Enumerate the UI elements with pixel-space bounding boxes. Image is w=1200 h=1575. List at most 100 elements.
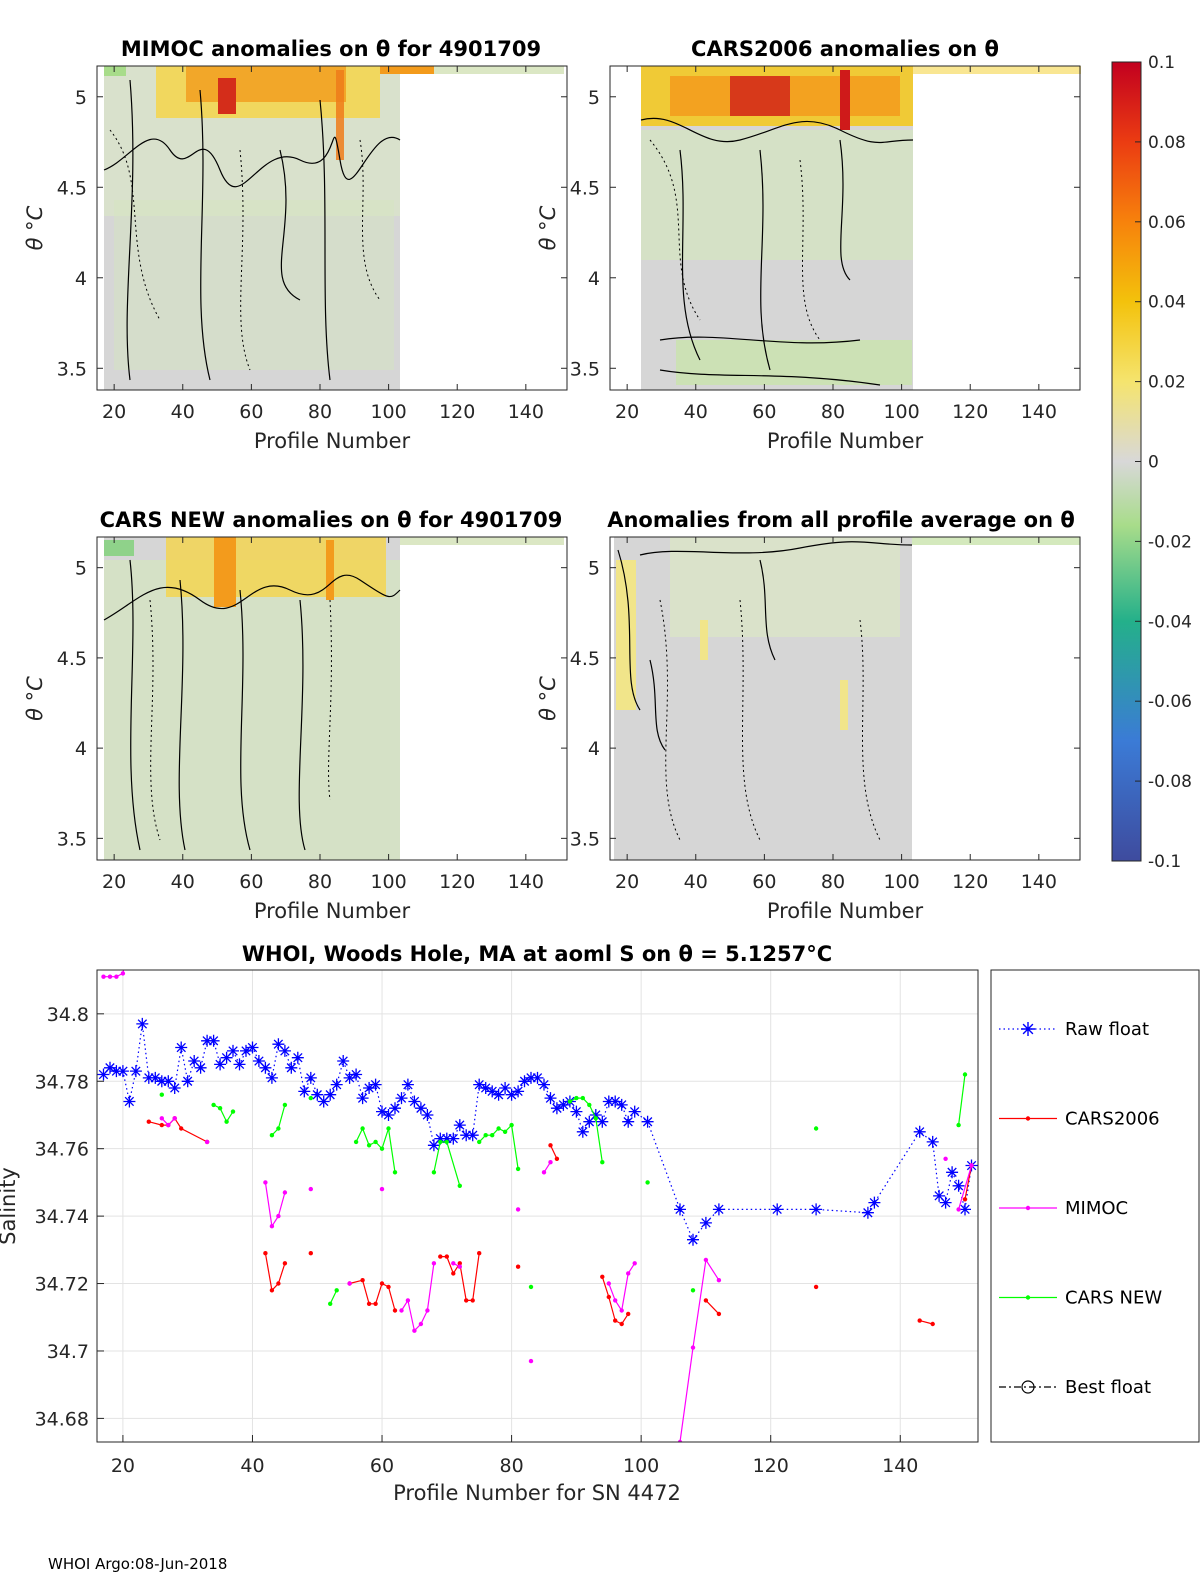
data-point-star xyxy=(473,1078,486,1091)
data-point-star xyxy=(550,1102,563,1115)
data-point-star xyxy=(324,1088,337,1101)
panel-frame xyxy=(609,536,1081,861)
data-point xyxy=(509,1122,514,1128)
data-point xyxy=(716,1311,722,1317)
data-point xyxy=(703,1257,709,1263)
data-point xyxy=(366,1143,372,1148)
legend: Raw float CARS2006 MIMOC CARS NEW Best float xyxy=(990,969,1200,1443)
data-point-star xyxy=(440,1132,453,1145)
data-point xyxy=(269,1224,275,1229)
data-point-star xyxy=(771,1203,784,1216)
x-tick-label: 20 xyxy=(102,401,126,423)
data-point xyxy=(159,1116,164,1121)
data-point-star xyxy=(414,1102,427,1115)
data-point-star xyxy=(518,1075,531,1088)
data-point-star xyxy=(427,1139,440,1152)
x-tick-label: 120 xyxy=(753,1455,789,1477)
data-point-star xyxy=(369,1078,382,1091)
panel-ylabel: θ °C xyxy=(23,676,47,721)
data-point xyxy=(386,1284,391,1290)
x-tick-label: 60 xyxy=(239,401,263,423)
data-point-star xyxy=(285,1061,298,1074)
data-point-star xyxy=(188,1055,201,1067)
x-tick-label: 80 xyxy=(308,401,332,423)
data-point xyxy=(140,931,144,935)
y-tick-label: 4.5 xyxy=(570,177,600,199)
data-point xyxy=(548,1143,553,1148)
data-point-star xyxy=(531,1071,544,1084)
salinity-series xyxy=(97,931,978,1442)
x-tick-label: 100 xyxy=(370,401,406,423)
legend-marker xyxy=(1021,1380,1035,1394)
data-point xyxy=(373,1301,378,1307)
data-point-star xyxy=(227,1044,239,1057)
data-point xyxy=(179,1126,184,1131)
data-point-star xyxy=(311,1088,324,1101)
data-point xyxy=(606,1281,611,1286)
x-tick-label: 20 xyxy=(615,401,639,423)
colorbar-tick-label: 0 xyxy=(1148,453,1159,473)
field-cool-corner xyxy=(104,540,134,556)
contour-line xyxy=(617,549,776,751)
x-tick-label: 140 xyxy=(882,1455,918,1477)
data-point xyxy=(600,1160,605,1165)
y-tick-label: 5 xyxy=(75,558,87,580)
data-point-star xyxy=(278,1044,291,1057)
data-point-star xyxy=(291,1051,304,1064)
field-hot-streak xyxy=(840,70,850,130)
series-segment xyxy=(958,1074,966,1126)
data-point xyxy=(477,1251,482,1256)
data-point-star xyxy=(259,1061,272,1074)
y-tick-label: 4 xyxy=(75,738,87,760)
series-segment xyxy=(958,1165,973,1210)
data-point xyxy=(593,1116,598,1121)
data-point-star xyxy=(447,1132,460,1145)
data-point xyxy=(554,1156,560,1162)
y-tick-label: 5 xyxy=(75,87,87,109)
data-point xyxy=(451,1261,456,1266)
data-point-star xyxy=(868,1196,881,1209)
contour-line xyxy=(103,136,401,188)
data-point-star xyxy=(272,1038,285,1051)
y-tick-label: 3.5 xyxy=(570,358,600,380)
x-tick-label: 120 xyxy=(439,871,475,893)
panel-axes-2: 20 40 60 80 100 120 140 3.5 4 4.5 5 Profile Number θ… xyxy=(23,536,568,923)
data-point xyxy=(159,1092,164,1097)
data-point xyxy=(353,1139,359,1145)
y-tick-label: 34.76 xyxy=(35,1139,89,1161)
contour-line xyxy=(126,79,331,381)
series-segment xyxy=(919,1320,933,1325)
colorbar-tick-label: -0.04 xyxy=(1148,612,1192,632)
salinity-grid xyxy=(97,970,978,1442)
data-point-star xyxy=(265,1071,278,1084)
field-warm-spot xyxy=(700,620,708,660)
panel-mimoc-field xyxy=(103,66,564,390)
data-point xyxy=(457,1264,462,1269)
data-point xyxy=(969,1163,974,1168)
y-tick-label: 4 xyxy=(588,268,600,290)
panel-frame xyxy=(96,536,568,861)
data-point xyxy=(172,1116,177,1121)
data-point xyxy=(813,1284,819,1290)
data-point xyxy=(386,1126,391,1131)
data-point xyxy=(334,1288,339,1293)
data-point-star xyxy=(220,1051,233,1064)
field-green xyxy=(104,560,400,860)
data-point-star xyxy=(479,1082,492,1094)
data-point-star xyxy=(538,1078,550,1091)
data-point xyxy=(146,1119,151,1124)
data-point xyxy=(269,1288,275,1293)
field-green-band xyxy=(670,537,900,637)
data-point-star xyxy=(926,1135,939,1148)
data-point xyxy=(943,1156,948,1162)
data-point xyxy=(528,1284,534,1290)
data-point xyxy=(308,1186,313,1192)
field-edge-strip xyxy=(913,66,1081,74)
x-tick-label: 100 xyxy=(883,871,919,893)
data-point xyxy=(716,1278,722,1283)
y-tick-label: 34.68 xyxy=(35,1408,89,1430)
data-point-star xyxy=(240,1044,252,1057)
contour-dotted xyxy=(109,129,381,371)
legend-marker xyxy=(1025,1295,1031,1300)
data-point-star xyxy=(505,1088,518,1101)
